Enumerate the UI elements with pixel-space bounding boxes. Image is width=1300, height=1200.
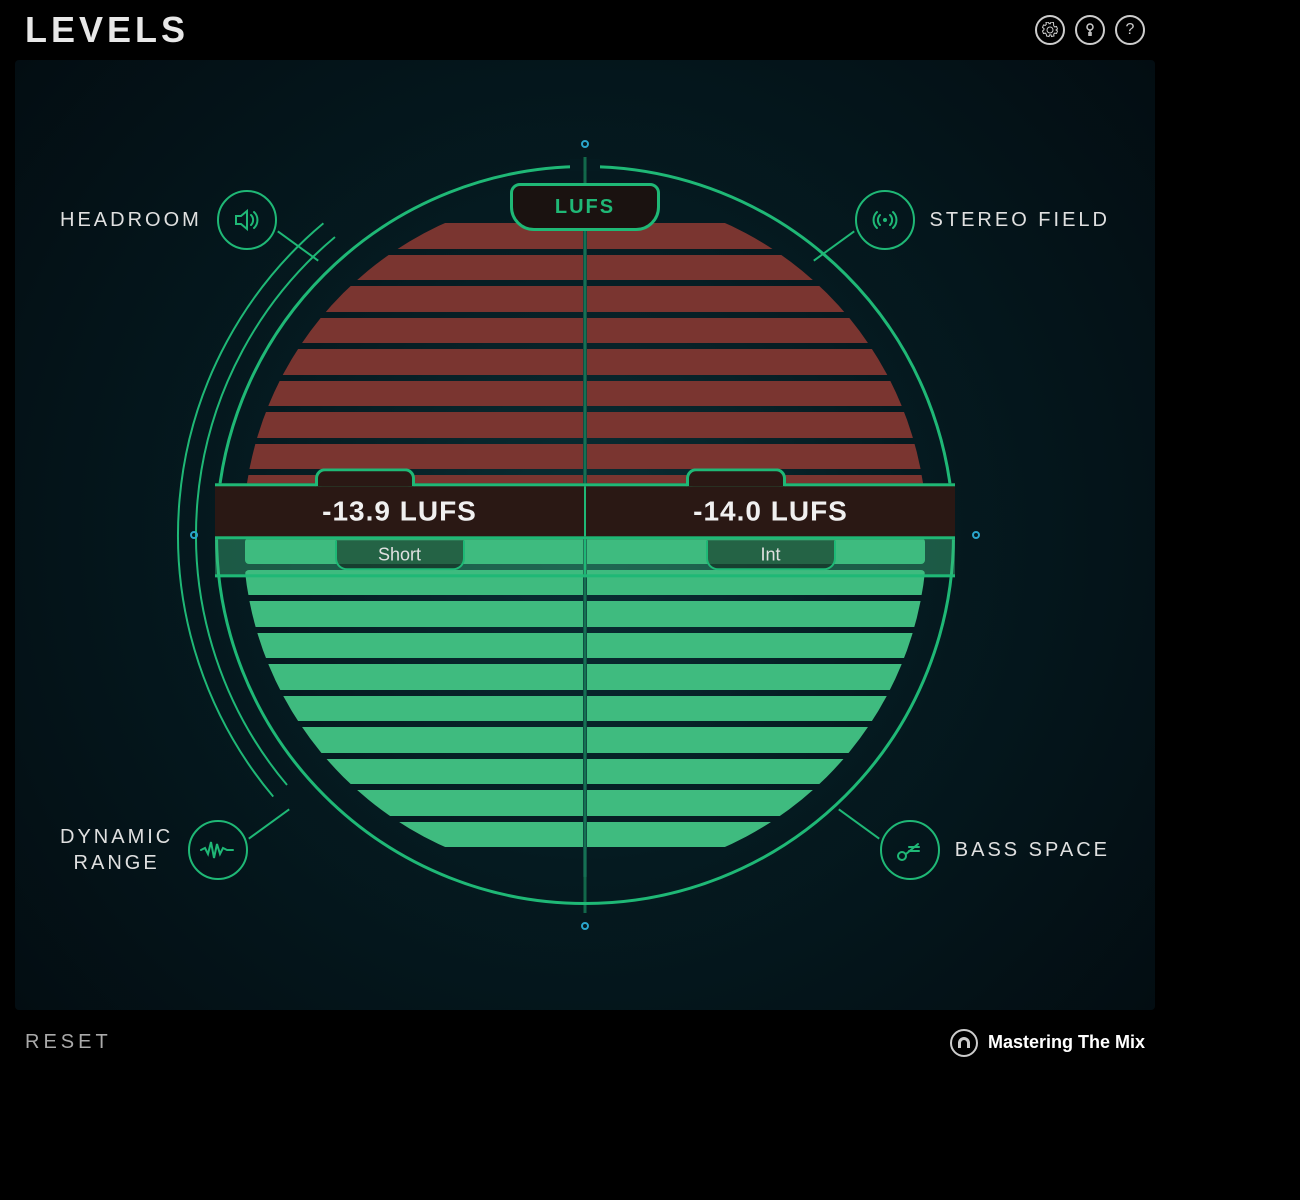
sub-short: Short (215, 539, 586, 574)
readout-tab-int-top (686, 468, 786, 486)
header: LEVELS ? (0, 0, 1170, 60)
brand[interactable]: Mastering The Mix (950, 1029, 1145, 1057)
readout-int: -14.0 LUFS (586, 486, 955, 536)
int-label: Int (760, 544, 780, 565)
dynamic-icon[interactable] (188, 820, 248, 880)
readout-tab-short-top (315, 468, 415, 486)
tick-bottom (581, 922, 589, 930)
tick-left (190, 531, 198, 539)
corner-dynamic: DYNAMIC RANGE (60, 820, 248, 880)
headroom-icon[interactable] (217, 190, 277, 250)
reset-button[interactable]: RESET (25, 1031, 112, 1054)
int-value: -14.0 LUFS (693, 495, 848, 527)
lufs-tab[interactable]: LUFS (510, 183, 660, 231)
headroom-label: HEADROOM (60, 207, 202, 233)
sub-row: Short Int (215, 539, 955, 577)
corner-bass: BASS SPACE (880, 820, 1110, 880)
settings-icon[interactable] (1035, 15, 1065, 45)
tick-top (581, 140, 589, 148)
bass-label: BASS SPACE (955, 837, 1110, 863)
main-panel: LUFS -13.9 LUFS -14.0 LUFS Short (15, 60, 1155, 1010)
short-label-tab[interactable]: Short (335, 540, 465, 570)
tick-right (972, 531, 980, 539)
short-label: Short (378, 544, 421, 565)
stereo-icon[interactable] (855, 190, 915, 250)
help-icon[interactable]: ? (1115, 15, 1145, 45)
sub-int: Int (586, 539, 955, 574)
bass-icon[interactable] (880, 820, 940, 880)
corner-headroom: HEADROOM (60, 190, 277, 250)
footer: RESET Mastering The Mix (0, 1015, 1170, 1070)
short-value: -13.9 LUFS (322, 495, 477, 527)
dynamic-label-line1: DYNAMIC (60, 824, 173, 850)
dynamic-label-line2: RANGE (60, 850, 173, 876)
stereo-label: STEREO FIELD (930, 207, 1110, 233)
app-title: LEVELS (25, 9, 189, 51)
readout-short: -13.9 LUFS (215, 486, 586, 536)
brand-icon (950, 1029, 978, 1057)
key-icon[interactable] (1075, 15, 1105, 45)
dial: LUFS -13.9 LUFS -14.0 LUFS Short (215, 165, 955, 905)
readout-row: -13.9 LUFS -14.0 LUFS (215, 483, 955, 539)
brand-label: Mastering The Mix (988, 1032, 1145, 1053)
corner-stereo: STEREO FIELD (855, 190, 1110, 250)
readout: -13.9 LUFS -14.0 LUFS Short Int (215, 483, 955, 577)
int-label-tab[interactable]: Int (706, 540, 836, 570)
header-icons: ? (1035, 15, 1145, 45)
dynamic-label: DYNAMIC RANGE (60, 824, 173, 876)
